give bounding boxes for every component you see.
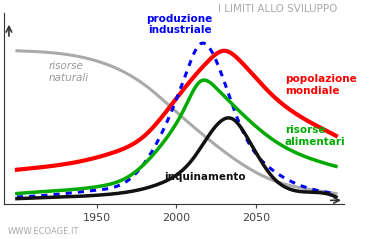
- Text: WWW.ECOAGE.IT: WWW.ECOAGE.IT: [7, 227, 79, 236]
- Text: I LIMITI ALLO SVILUPPO: I LIMITI ALLO SVILUPPO: [218, 4, 337, 14]
- Text: risorse
naturali: risorse naturali: [49, 61, 89, 82]
- Text: produzione
industriale: produzione industriale: [147, 14, 213, 35]
- Text: inquinamento: inquinamento: [164, 172, 246, 182]
- Text: risorse
alimentari: risorse alimentari: [285, 125, 346, 147]
- Text: popolazione
mondiale: popolazione mondiale: [285, 74, 357, 96]
